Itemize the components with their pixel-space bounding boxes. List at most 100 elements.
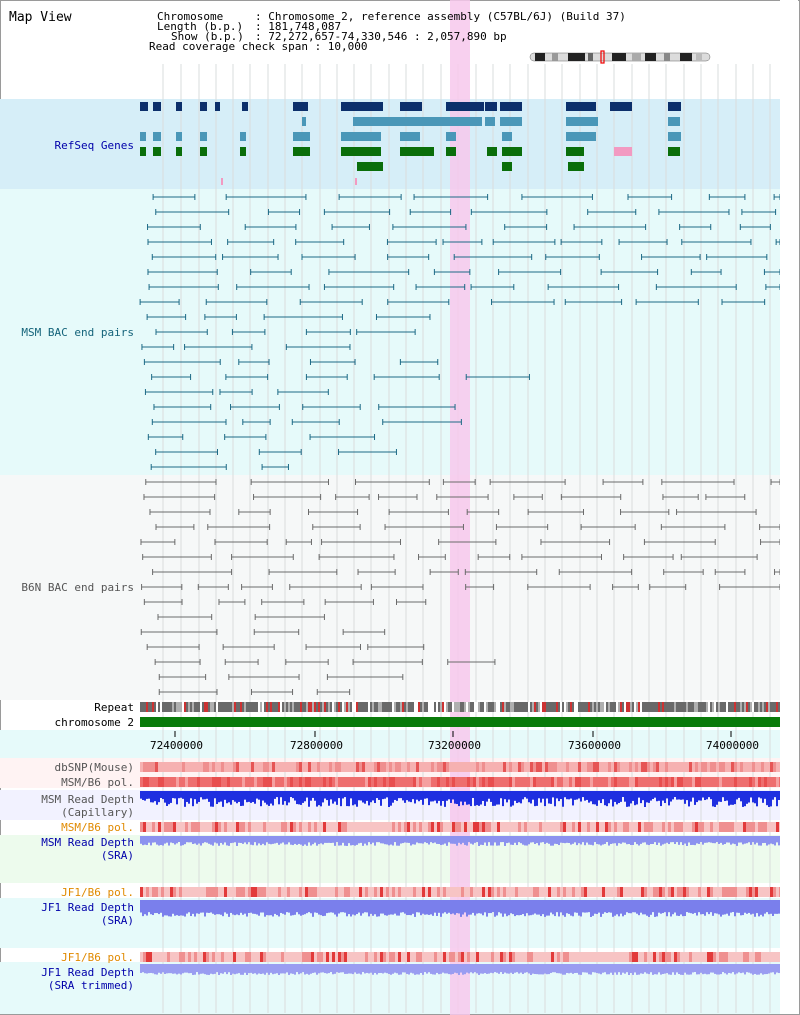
msm-read-depth-bar	[322, 791, 324, 803]
msm-read-depth-bar	[154, 836, 156, 843]
jf1-read-depth-bar	[544, 964, 546, 974]
dbsnp-density	[602, 762, 605, 772]
track-label-jf1-pol-1[interactable]: JF1/B6 pol.	[61, 886, 134, 899]
msm-read-depth-bar	[700, 791, 702, 801]
msm-read-depth-bar	[368, 791, 370, 806]
msm-pol-density	[203, 822, 206, 832]
msm-pol-density	[482, 777, 485, 787]
repeat-mark	[666, 702, 668, 712]
msm-pol-density	[647, 822, 650, 832]
msm-pol-density	[164, 777, 167, 787]
jf1-pol-density	[521, 952, 524, 962]
jf1-read-depth-bar	[584, 964, 586, 973]
repeat-mark	[612, 702, 614, 712]
jf1-pol-density	[182, 952, 185, 962]
msm-read-depth-bar	[322, 836, 324, 845]
msm-pol-density	[620, 822, 623, 832]
dbsnp-density	[464, 762, 467, 772]
jf1-pol-density	[665, 952, 668, 962]
jf1-pol-density	[473, 952, 476, 962]
track-label-msm-depth-sra[interactable]: MSM Read Depth (SRA)	[41, 836, 134, 862]
jf1-pol-density	[575, 887, 578, 897]
dbsnp-density	[503, 762, 506, 772]
msm-pol-density	[764, 822, 767, 832]
track-label-refseq[interactable]: RefSeq Genes	[54, 139, 134, 152]
msm-pol-density	[500, 777, 503, 787]
refseq-gene	[446, 132, 456, 141]
length-value: : 181,748,087	[255, 20, 342, 33]
msm-read-depth-bar	[382, 836, 384, 844]
track-label-dbsnp[interactable]: dbSNP(Mouse)	[54, 761, 134, 774]
dbsnp-density	[329, 762, 332, 772]
msm-read-depth-bar	[486, 791, 488, 802]
msm-pol-density	[161, 822, 164, 832]
msm-read-depth-bar	[478, 791, 480, 806]
repeat-mark	[572, 702, 574, 712]
repeat-mark	[436, 702, 438, 712]
msm-read-depth-bar	[222, 836, 224, 845]
msm-read-depth-bar	[404, 791, 406, 803]
repeat-mark	[594, 702, 596, 712]
track-label-jf1-depth-trim[interactable]: JF1 Read Depth (SRA trimmed)	[41, 966, 134, 992]
jf1-read-depth-bar	[222, 964, 224, 974]
repeat-mark	[352, 702, 354, 712]
track-label-jf1-pol-2[interactable]: JF1/B6 pol.	[61, 951, 134, 964]
dbsnp-density	[386, 762, 389, 772]
dbsnp-density	[749, 762, 752, 772]
msm-read-depth-bar	[624, 836, 626, 843]
jf1-pol-density	[206, 952, 209, 962]
jf1-read-depth-bar	[340, 900, 342, 913]
jf1-read-depth-bar	[248, 900, 250, 913]
track-label-chromosome[interactable]: chromosome 2	[54, 716, 134, 729]
msm-read-depth-bar	[340, 791, 342, 807]
refseq-gene	[668, 147, 680, 156]
msm-pol-density	[152, 777, 155, 787]
jf1-pol-density	[686, 952, 689, 962]
repeat-mark	[150, 702, 152, 712]
jf1-pol-density	[209, 952, 212, 962]
track-label-repeat[interactable]: Repeat	[94, 701, 134, 714]
msm-read-depth-bar	[562, 791, 564, 807]
jf1-read-depth-bar	[384, 900, 386, 916]
dbsnp-density	[410, 762, 413, 772]
msm-read-depth-bar	[270, 791, 272, 804]
jf1-read-depth-bar	[670, 900, 672, 917]
msm-pol-density	[230, 777, 233, 787]
jf1-read-depth-bar	[490, 964, 492, 973]
msm-pol-density	[260, 822, 263, 832]
msm-read-depth-bar	[624, 791, 626, 802]
repeat-mark	[556, 702, 558, 712]
msm-read-depth-bar	[712, 836, 714, 844]
track-label-b6n-bac[interactable]: B6N BAC end pairs	[21, 581, 134, 594]
dbsnp-density	[323, 762, 326, 772]
jf1-pol-density	[317, 952, 320, 962]
jf1-pol-density	[170, 887, 173, 897]
msm-read-depth-bar	[550, 836, 552, 846]
msm-read-depth-bar	[692, 836, 694, 845]
jf1-read-depth-bar	[188, 964, 190, 974]
track-label-jf1-depth-sra[interactable]: JF1 Read Depth (SRA)	[41, 901, 134, 927]
repeat-mark	[764, 702, 766, 712]
jf1-read-depth-bar	[674, 900, 676, 913]
refseq-gene	[200, 132, 207, 141]
repeat-mark	[734, 702, 736, 712]
track-label-msm-pol-2[interactable]: MSM/B6 pol.	[61, 821, 134, 834]
jf1-read-depth-bar	[396, 964, 398, 974]
jf1-pol-density	[566, 952, 569, 962]
jf1-read-depth-bar	[534, 900, 536, 914]
track-label-msm-depth-cap[interactable]: MSM Read Depth (Capillary)	[41, 793, 134, 819]
msm-pol-density	[266, 777, 269, 787]
dbsnp-density	[515, 762, 518, 772]
dbsnp-density	[626, 762, 629, 772]
dbsnp-density	[269, 762, 272, 772]
track-label-msm-pol-1[interactable]: MSM/B6 pol.	[61, 776, 134, 789]
jf1-pol-density	[740, 887, 743, 897]
track-label-msm-bac[interactable]: MSM BAC end pairs	[21, 326, 134, 339]
jf1-read-depth-bar	[166, 900, 168, 916]
msm-read-depth-bar	[394, 791, 396, 800]
jf1-read-depth-bar	[622, 900, 624, 917]
msm-pol-density	[653, 777, 656, 787]
msm-pol-density	[533, 822, 536, 832]
jf1-read-depth-bar	[186, 964, 188, 973]
